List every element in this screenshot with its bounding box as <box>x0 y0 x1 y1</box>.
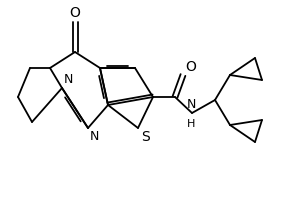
Text: H: H <box>187 119 195 129</box>
Text: O: O <box>185 60 196 74</box>
Text: N: N <box>186 98 196 111</box>
Text: N: N <box>90 130 99 143</box>
Text: O: O <box>70 6 80 20</box>
Text: N: N <box>64 73 74 86</box>
Text: S: S <box>141 130 150 144</box>
